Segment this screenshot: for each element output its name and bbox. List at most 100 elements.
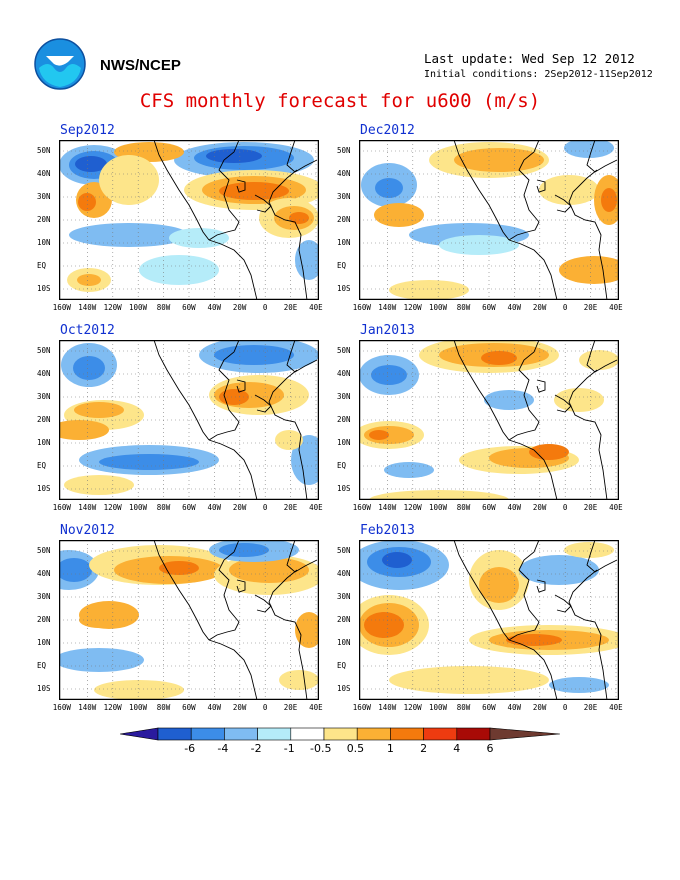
colorbar-swatch [356,727,391,741]
lat-tick-label: EQ [37,661,47,670]
colorbar-tick-label: -0.5 [310,742,332,755]
coastline [453,540,510,641]
coastline [508,239,558,300]
colorbar-tick-label: 1 [386,742,394,755]
coastline [586,540,618,573]
coastline [286,140,318,173]
lon-tick-label: 20E [283,503,298,512]
coastline [453,340,510,441]
coastline [208,439,258,500]
lat-tick-label: 40N [337,169,351,178]
lon-tick-label: 120W [403,703,422,712]
panel-label-oct2012: Oct2012 [60,323,115,338]
anomaly-map [59,340,319,500]
lat-tick-label: 40N [337,569,351,578]
lon-tick-label: 0 [262,703,268,712]
colorbar-swatch [423,727,458,741]
lat-tick-label: 20N [337,215,351,224]
lon-tick-label: 140W [378,503,397,512]
anomaly-map [59,140,319,300]
lon-tick-label: 100W [129,503,148,512]
lat-tick-label: 10N [37,238,51,247]
anomaly-region [219,182,289,200]
map-panel-nov2012 [59,540,319,700]
map-frame [59,540,319,700]
lon-tick-label: 40E [309,303,323,312]
anomaly-region [382,552,412,568]
lon-tick-label: 40W [207,503,222,512]
lat-tick-label: 10S [337,484,351,493]
page-title: CFS monthly forecast for u600 (m/s) [139,90,541,112]
anomaly-region [601,188,617,212]
lon-tick-label: 20W [232,503,247,512]
anomaly-region [479,567,519,603]
colorbar-arrow-low [120,727,159,741]
lon-tick-label: 100W [429,703,448,712]
lon-tick-label: 100W [129,303,148,312]
lon-tick-label: 20W [532,303,547,312]
coastline [153,340,210,441]
anomaly-region [78,193,96,211]
anomaly-region [275,430,303,450]
coastline [236,579,246,593]
lat-tick-label: EQ [337,261,347,270]
anomaly-region [371,365,407,385]
lon-tick-label: 20W [532,503,547,512]
lat-tick-label: 50N [337,346,351,355]
anomaly-region [59,558,92,582]
lon-tick-label: 140W [78,503,97,512]
lon-tick-label: 160W [352,303,371,312]
colorbar-tick-label: -2 [250,742,262,755]
lon-tick-label: 80W [456,303,471,312]
colorbar-tick-label: 2 [420,742,428,755]
anomaly-region [59,420,109,440]
lon-tick-label: 100W [129,703,148,712]
lon-tick-label: 40E [609,703,623,712]
lat-tick-label: 30N [37,392,51,401]
colorbar-swatch [323,727,358,741]
anomaly-region [389,280,469,300]
anomaly-region [439,235,519,255]
anomaly-region [219,543,269,557]
lon-tick-label: 40W [507,303,522,312]
lon-tick-label: 20W [232,703,247,712]
map-panel-sep2012 [59,140,319,300]
lon-tick-label: 0 [562,503,568,512]
anomaly-map [359,140,619,300]
colorbar-swatch [190,727,225,741]
lon-tick-label: 20E [283,703,298,712]
colorbar-tick-label: 0.5 [346,742,365,755]
lat-tick-label: 20N [37,415,51,424]
anomaly-region [484,390,534,410]
coastline [208,639,258,700]
anomaly-region [219,389,249,405]
coastline [268,369,308,500]
lon-tick-label: 60W [182,503,196,512]
colorbar-tick-label: -6 [184,742,196,755]
anomaly-region [59,648,144,672]
lon-tick-label: 80W [156,303,171,312]
lon-tick-label: 60W [182,303,196,312]
lon-tick-label: 40E [309,503,323,512]
anomaly-region [554,388,604,412]
lon-tick-label: 160W [52,503,71,512]
coastline [586,340,618,373]
anomaly-region [169,228,229,248]
anomaly-map [359,340,619,500]
lat-tick-label: 10S [37,284,51,293]
map-panel-dec2012 [359,140,619,300]
anomaly-region [279,670,319,690]
anomaly-region [529,444,569,460]
lat-tick-label: 50N [337,546,351,555]
map-panel-oct2012 [59,340,319,500]
coastline [568,369,608,500]
lat-tick-label: 30N [337,392,351,401]
panel-label-nov2012: Nov2012 [60,523,115,538]
anomaly-region [549,677,609,693]
lon-tick-label: 140W [78,303,97,312]
colorbar [120,727,560,741]
anomaly-region [64,475,134,495]
anomaly-region [384,462,434,478]
coastline [153,140,210,241]
last-update-text: Last update: Wed Sep 12 2012 [424,51,635,66]
